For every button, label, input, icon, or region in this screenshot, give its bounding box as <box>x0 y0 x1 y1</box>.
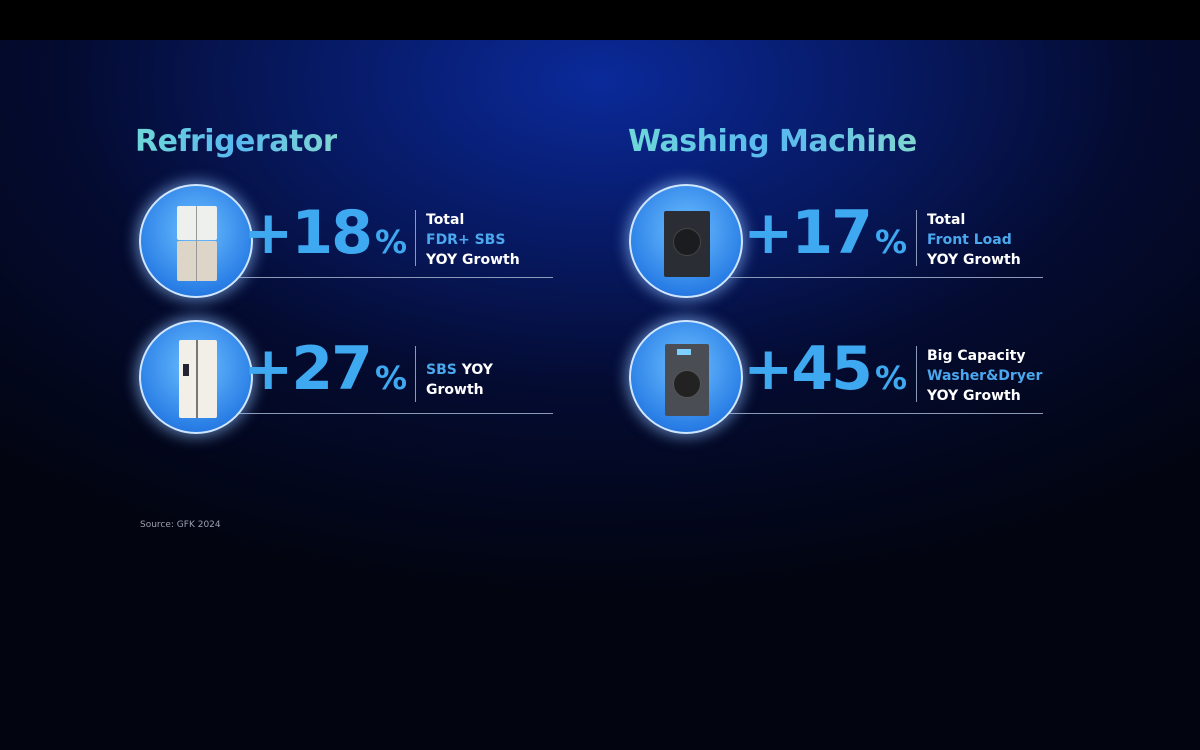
stat-item-front-load: +17% Total Front Load YOY Growth <box>629 184 1049 304</box>
fridge-upper <box>177 206 217 240</box>
divider <box>916 346 917 402</box>
divider <box>415 210 416 266</box>
fridge-lower <box>177 241 217 281</box>
stat-value: +45% <box>743 334 907 404</box>
underline <box>239 413 553 414</box>
stat-item-sbs: +27% SBS YOY Growth <box>139 320 559 440</box>
washer-dryer-image <box>629 320 743 434</box>
stat-label: SBS YOY Growth <box>426 362 493 398</box>
section-title-refrigerator: Refrigerator <box>135 124 338 159</box>
stat-value: +27% <box>243 334 407 404</box>
stat-value: +18% <box>243 198 407 268</box>
side-by-side-refrigerator-image <box>139 320 253 434</box>
top-letterbox-bar <box>0 0 1200 40</box>
stat-item-washer-dryer: +45% Big Capacity Washer&Dryer YOY Growt… <box>629 320 1049 440</box>
underline <box>239 277 553 278</box>
divider <box>916 210 917 266</box>
stat-label: Big Capacity Washer&Dryer YOY Growth <box>927 348 1043 404</box>
stat-label: Total Front Load YOY Growth <box>927 212 1021 268</box>
french-door-refrigerator-image <box>139 184 253 298</box>
front-load-washer-image <box>629 184 743 298</box>
stat-label: Total FDR+ SBS YOY Growth <box>426 212 520 268</box>
underline <box>729 277 1043 278</box>
divider <box>415 346 416 402</box>
fridge-body <box>179 340 217 418</box>
underline <box>729 413 1043 414</box>
source-note: Source: GFK 2024 <box>140 520 221 530</box>
stat-item-fdr-sbs: +18% Total FDR+ SBS YOY Growth <box>139 184 559 304</box>
section-title-washing-machine: Washing Machine <box>628 124 917 159</box>
stat-value: +17% <box>743 198 907 268</box>
